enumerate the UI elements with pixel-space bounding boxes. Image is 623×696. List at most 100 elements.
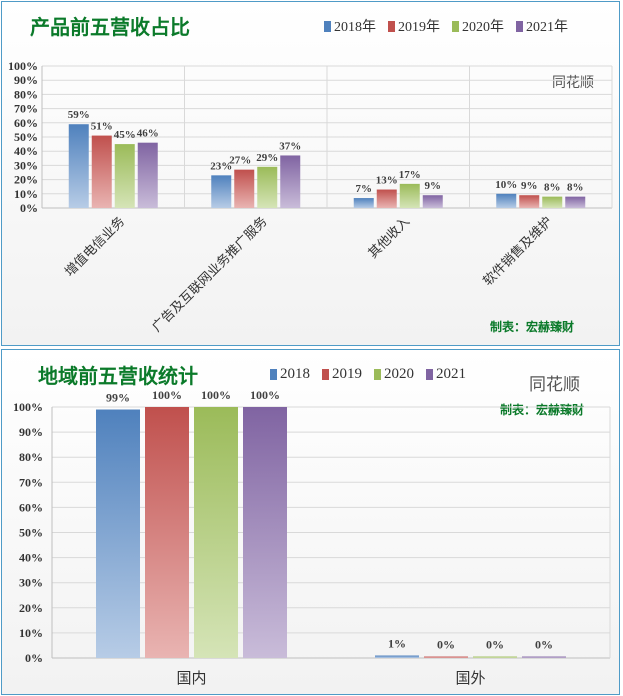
category-label: 其他收入 bbox=[365, 214, 412, 261]
bar bbox=[91, 135, 112, 208]
bar bbox=[422, 195, 443, 208]
bar bbox=[234, 169, 255, 208]
data-label: 17% bbox=[399, 169, 421, 181]
y-tick-label: 0% bbox=[25, 651, 43, 665]
data-label: 9% bbox=[521, 180, 538, 192]
legend-item: 2021 bbox=[426, 366, 466, 383]
bar bbox=[376, 189, 397, 208]
data-label: 59% bbox=[68, 109, 90, 121]
data-label: 100% bbox=[152, 388, 182, 402]
chart-title: 产品前五营收占比 bbox=[30, 15, 190, 39]
legend-label: 2019 bbox=[332, 366, 362, 382]
bar bbox=[114, 144, 135, 208]
data-label: 99% bbox=[106, 391, 130, 405]
legend: 2018 2019 2020 2021 bbox=[270, 366, 466, 383]
data-label: 46% bbox=[137, 128, 159, 140]
legend-label: 2020年 bbox=[462, 20, 504, 35]
bar bbox=[257, 166, 278, 208]
y-tick-label: 90% bbox=[19, 425, 43, 439]
bar bbox=[375, 655, 419, 658]
legend-item: 2018 bbox=[270, 366, 310, 383]
y-tick-label: 50% bbox=[19, 526, 43, 540]
bar bbox=[353, 198, 374, 208]
bar bbox=[424, 656, 468, 658]
y-tick-label: 0% bbox=[20, 201, 38, 215]
y-tick-label: 30% bbox=[19, 576, 43, 590]
bar bbox=[522, 656, 566, 658]
y-tick-label: 100% bbox=[8, 59, 38, 73]
y-tick-label: 60% bbox=[19, 500, 43, 514]
category-label: 国内 bbox=[176, 670, 206, 687]
legend-swatch bbox=[388, 20, 395, 32]
y-tick-label: 90% bbox=[14, 73, 38, 87]
data-label: 29% bbox=[256, 152, 278, 164]
category-label: 广告及互联网业务推广服务 bbox=[149, 214, 270, 335]
watermark: 同花顺 bbox=[552, 75, 594, 91]
y-tick-label: 80% bbox=[14, 87, 38, 101]
data-label: 9% bbox=[425, 180, 442, 192]
bar bbox=[194, 407, 238, 658]
legend-item: 2019年 bbox=[388, 16, 440, 36]
data-label: 1% bbox=[388, 636, 406, 650]
chart-1: 0%10%20%30%40%50%60%70%80%90%100%59%51%4… bbox=[8, 59, 613, 335]
y-tick-label: 50% bbox=[14, 130, 38, 144]
data-label: 100% bbox=[201, 388, 231, 402]
bar bbox=[96, 409, 140, 658]
data-label: 23% bbox=[210, 160, 232, 172]
data-label: 0% bbox=[486, 638, 504, 652]
y-tick-label: 70% bbox=[14, 102, 38, 116]
data-label: 7% bbox=[356, 183, 373, 195]
chart-title: 地域前五营收统计 bbox=[38, 364, 198, 388]
y-tick-label: 70% bbox=[19, 475, 43, 489]
y-tick-label: 60% bbox=[14, 116, 38, 130]
watermark: 同花顺 bbox=[529, 375, 580, 395]
y-tick-label: 80% bbox=[19, 450, 43, 464]
legend-item: 2020年 bbox=[452, 16, 504, 36]
legend-swatch bbox=[270, 369, 277, 380]
maker-label: 制表：宏赫臻财 bbox=[490, 320, 575, 334]
data-label: 8% bbox=[567, 182, 584, 194]
bar bbox=[68, 124, 89, 208]
legend: 2018年 2019年 2020年 2021年 bbox=[324, 16, 568, 36]
bar bbox=[243, 407, 287, 658]
legend-item: 2018年 bbox=[324, 16, 376, 36]
legend-label: 2021年 bbox=[526, 20, 568, 35]
data-label: 13% bbox=[376, 175, 398, 187]
bar bbox=[211, 175, 232, 208]
bar bbox=[565, 196, 586, 208]
y-tick-label: 30% bbox=[14, 158, 38, 172]
y-tick-label: 20% bbox=[19, 601, 43, 615]
data-label: 100% bbox=[250, 388, 280, 402]
y-tick-label: 10% bbox=[19, 626, 43, 640]
category-label: 软件销售及维护 bbox=[480, 214, 555, 289]
bar bbox=[145, 407, 189, 658]
legend-swatch bbox=[374, 369, 381, 380]
data-label: 45% bbox=[114, 129, 136, 141]
bar bbox=[542, 196, 563, 208]
y-tick-label: 100% bbox=[13, 400, 43, 414]
legend-label: 2020 bbox=[384, 366, 414, 382]
category-label: 国外 bbox=[455, 670, 485, 687]
legend-label: 2019年 bbox=[398, 20, 440, 35]
legend-swatch bbox=[516, 20, 523, 32]
legend-item: 2020 bbox=[374, 366, 414, 383]
bar bbox=[473, 656, 517, 658]
legend-item: 2021年 bbox=[516, 16, 568, 36]
legend-item: 2019 bbox=[322, 366, 362, 383]
legend-label: 2018年 bbox=[334, 20, 376, 35]
category-label: 增值电信业务 bbox=[62, 214, 128, 280]
data-label: 51% bbox=[91, 121, 113, 133]
y-tick-label: 40% bbox=[14, 144, 38, 158]
legend-swatch bbox=[322, 369, 329, 380]
legend-label: 2021 bbox=[436, 366, 466, 382]
legend-swatch bbox=[426, 369, 433, 380]
bar bbox=[399, 183, 420, 208]
data-label: 8% bbox=[544, 182, 561, 194]
legend-swatch bbox=[324, 20, 331, 32]
bar bbox=[496, 193, 517, 208]
data-label: 0% bbox=[535, 638, 553, 652]
bar bbox=[519, 195, 540, 208]
bar bbox=[280, 155, 301, 208]
legend-swatch bbox=[452, 20, 459, 32]
